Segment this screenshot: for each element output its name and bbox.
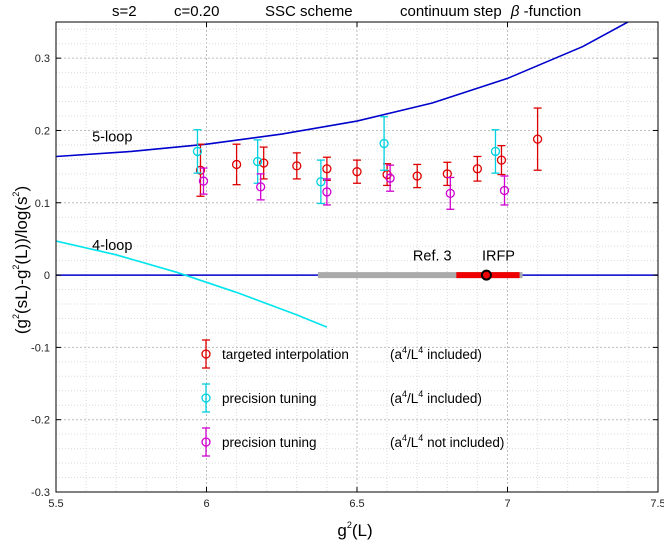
x-axis-label: g2(L) — [337, 520, 372, 540]
x-label-sup: 2 — [347, 520, 352, 530]
legend-note-part: /L — [407, 347, 419, 362]
series-1 — [192, 116, 501, 205]
5-loop-curve — [56, 22, 629, 158]
title-scheme: SSC scheme — [265, 3, 353, 20]
y-label-p3: (L))/log(s — [12, 197, 31, 265]
plot-frame — [55, 21, 659, 493]
legend-label: precision tuning — [222, 435, 317, 450]
x-tick-label: 5.5 — [48, 498, 63, 510]
y-label-p4: ) — [12, 186, 31, 192]
legend-note-part: 4 — [402, 345, 407, 355]
x-tick-label: 7 — [504, 498, 510, 510]
data-point — [192, 146, 203, 157]
legend-note-part: (a — [390, 391, 402, 406]
data-point — [532, 134, 543, 144]
legend-note-part: included) — [423, 391, 482, 406]
legend-marker — [201, 393, 211, 403]
x-label-base: g — [337, 521, 346, 540]
4-loop-curve — [56, 240, 328, 328]
y-label-s2: 2 — [11, 265, 21, 270]
legend-entry-2: precision tuning (a4/L4 not included) — [201, 427, 504, 457]
series-0 — [195, 107, 543, 197]
legend-note-part: (a — [390, 435, 402, 450]
legend-note-part: 4 — [418, 433, 423, 443]
y-label-p2: (sL)-g — [12, 270, 31, 314]
ref-3-label: Ref. 3 — [413, 249, 452, 265]
data-point — [198, 176, 209, 186]
data-point — [385, 173, 395, 183]
y-tick-label: 0.1 — [35, 198, 50, 210]
data-point — [472, 164, 483, 174]
y-tick-label: 0.3 — [35, 53, 50, 65]
data-point — [322, 187, 332, 197]
legend-note-part: 4 — [402, 433, 407, 443]
legend-marker — [201, 349, 211, 359]
legend-note-part: /L — [407, 391, 419, 406]
legend-note: (a4/L4 included) — [390, 345, 482, 362]
data-point — [499, 185, 510, 196]
data-point — [316, 177, 326, 187]
data-series — [192, 107, 543, 210]
irfp-point — [480, 269, 492, 281]
title-s: s=2 — [112, 3, 137, 20]
annotations: 5-loop 4-loop Ref. 3 IRFP — [92, 129, 515, 264]
data-point — [490, 146, 501, 157]
data-point — [253, 156, 263, 167]
data-point — [496, 155, 507, 165]
legend-note-part: 4 — [418, 345, 423, 355]
y-label-s3: 2 — [11, 192, 21, 197]
legend: targeted interpolation (a4/L4 included)pr… — [201, 339, 504, 457]
grid — [55, 22, 659, 493]
legend-label: targeted interpolation — [222, 347, 349, 362]
tick-labels: 5.5 6 6.5 7 7.5 -0.3 -0.2 -0.1 0 0.1 0.2 0.3 — [31, 22, 664, 510]
title-function: -function — [524, 3, 582, 20]
y-axis-label: (g2(sL)-g2(L))/log(s2) — [11, 186, 31, 334]
legend-note-part: included) — [423, 347, 482, 362]
data-point — [445, 188, 455, 199]
legend-note-part: not included) — [423, 435, 504, 450]
y-tick-label: -0.3 — [31, 487, 50, 499]
data-point — [256, 182, 266, 192]
irfp-label: IRFP — [482, 249, 515, 265]
data-point — [352, 167, 362, 177]
data-point — [322, 164, 332, 174]
y-tick-label: 0 — [44, 270, 50, 282]
data-point — [292, 161, 302, 171]
legend-marker — [201, 437, 211, 447]
legend-note-part: /L — [407, 435, 419, 450]
4-loop-label: 4-loop — [92, 238, 132, 254]
y-tick-label: 0.2 — [35, 125, 50, 137]
data-point — [412, 171, 422, 181]
chart-title: s=2 c=0.20 SSC scheme continuum step β -… — [112, 3, 581, 20]
legend-entry-1: precision tuning (a4/L4 included) — [201, 383, 482, 413]
x-label-rest: (L) — [352, 521, 373, 540]
data-point — [231, 159, 242, 170]
y-tick-label: -0.2 — [31, 415, 50, 427]
data-point — [259, 158, 269, 168]
legend-label: precision tuning — [222, 391, 317, 406]
legend-note-part: 4 — [418, 389, 423, 399]
title-step: continuum step — [400, 3, 502, 20]
5-loop-label: 5-loop — [92, 129, 132, 145]
legend-note: (a4/L4 not included) — [390, 433, 504, 450]
x-tick-label: 7.5 — [650, 498, 664, 510]
series-2 — [198, 164, 510, 210]
title-c: c=0.20 — [174, 3, 219, 20]
legend-note-part: 4 — [402, 389, 407, 399]
y-tick-label: -0.1 — [31, 342, 50, 354]
title-beta: β — [510, 3, 520, 20]
legend-entry-0: targeted interpolation (a4/L4 included) — [201, 339, 482, 369]
legend-note-part: (a — [390, 347, 402, 362]
x-tick-label: 6 — [203, 498, 209, 510]
y-label-s1: 2 — [11, 314, 21, 319]
y-label-p1: (g — [12, 319, 31, 334]
legend-note: (a4/L4 included) — [390, 389, 482, 406]
reference-bands — [317, 269, 523, 281]
x-tick-label: 6.5 — [349, 498, 364, 510]
data-point — [379, 138, 389, 149]
data-point — [195, 165, 206, 175]
